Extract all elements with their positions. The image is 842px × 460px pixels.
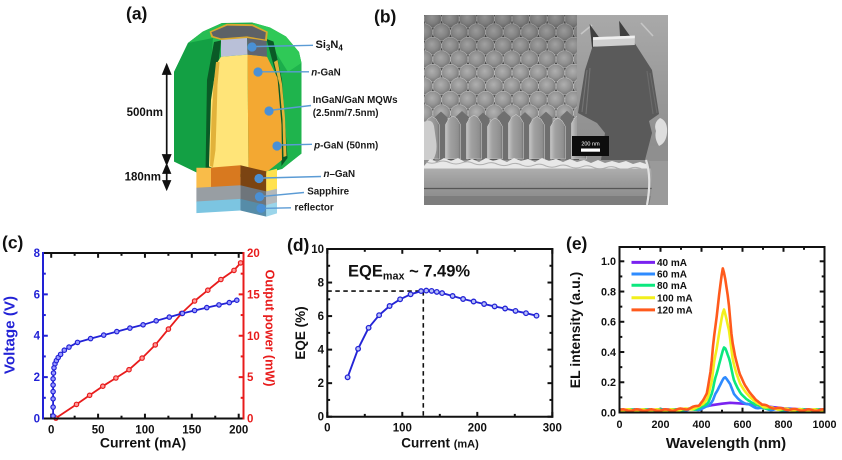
svg-text:20: 20 [247,248,260,260]
svg-text:10: 10 [247,331,260,343]
svg-text:p-GaN (50nm): p-GaN (50nm) [313,141,378,152]
svg-text:reflector: reflector [295,202,334,213]
svg-text:4: 4 [318,345,325,357]
svg-text:(e): (e) [566,234,587,254]
svg-text:500nm: 500nm [127,107,163,119]
svg-text:60 mA: 60 mA [657,270,687,281]
svg-text:0.0: 0.0 [601,407,616,419]
svg-text:Sapphire: Sapphire [307,187,349,198]
svg-text:120 mA: 120 mA [657,306,693,317]
svg-text:0.2: 0.2 [601,377,616,389]
svg-text:(2.5nm/7.5nm): (2.5nm/7.5nm) [313,108,379,119]
svg-text:0: 0 [48,425,54,437]
svg-text:8: 8 [318,278,325,290]
svg-text:600: 600 [733,419,751,431]
svg-text:80 mA: 80 mA [657,281,687,292]
svg-text:2: 2 [318,378,324,390]
svg-text:800: 800 [774,419,792,431]
svg-text:Current (mA): Current (mA) [100,435,186,451]
svg-text:n-GaN: n-GaN [311,68,340,79]
svg-text:15: 15 [247,289,260,301]
svg-text:200: 200 [229,425,248,437]
svg-text:(c): (c) [2,233,23,253]
svg-text:0: 0 [247,414,253,426]
svg-text:(a): (a) [126,4,147,24]
svg-text:100: 100 [135,425,154,437]
svg-text:Voltage (V): Voltage (V) [2,296,19,374]
svg-text:0.6: 0.6 [601,317,616,329]
svg-text:10: 10 [311,244,324,256]
svg-text:40 mA: 40 mA [657,258,687,269]
svg-text:180nm: 180nm [125,172,161,184]
svg-text:Si3N4: Si3N4 [316,39,344,53]
svg-text:0.4: 0.4 [601,347,616,359]
svg-text:6: 6 [34,289,40,301]
svg-text:0.8: 0.8 [601,286,616,298]
svg-text:(b): (b) [374,7,396,27]
svg-text:8: 8 [34,248,41,260]
svg-text:n–GaN: n–GaN [324,169,356,180]
svg-text:4: 4 [34,331,41,343]
svg-text:EQE (%): EQE (%) [293,306,308,359]
svg-text:200: 200 [468,423,487,435]
svg-text:5: 5 [247,372,254,384]
svg-text:(d): (d) [287,235,309,255]
svg-text:0: 0 [318,412,324,424]
svg-text:1.0: 1.0 [601,256,616,268]
svg-text:0: 0 [34,414,40,426]
svg-text:Current (mA): Current (mA) [401,436,479,451]
svg-text:50: 50 [92,425,105,437]
svg-text:0: 0 [324,423,330,435]
svg-text:150: 150 [182,425,201,437]
svg-text:1000: 1000 [812,419,836,431]
svg-text:InGaN/GaN MQWs: InGaN/GaN MQWs [313,95,398,106]
svg-text:0: 0 [616,419,622,431]
svg-text:EL intensity (a.u.): EL intensity (a.u.) [567,272,583,388]
svg-text:2: 2 [34,372,40,384]
svg-text:Output power (mW): Output power (mW) [263,270,277,387]
svg-text:300: 300 [543,423,562,435]
svg-text:200 nm: 200 nm [581,142,600,148]
svg-text:400: 400 [692,419,710,431]
svg-text:100: 100 [393,423,412,435]
svg-text:Wavelength (nm): Wavelength (nm) [666,435,786,452]
svg-text:200: 200 [651,419,669,431]
svg-text:EQEmax ~ 7.49%: EQEmax ~ 7.49% [348,263,470,283]
svg-text:100 mA: 100 mA [657,293,693,304]
svg-text:6: 6 [318,311,324,323]
